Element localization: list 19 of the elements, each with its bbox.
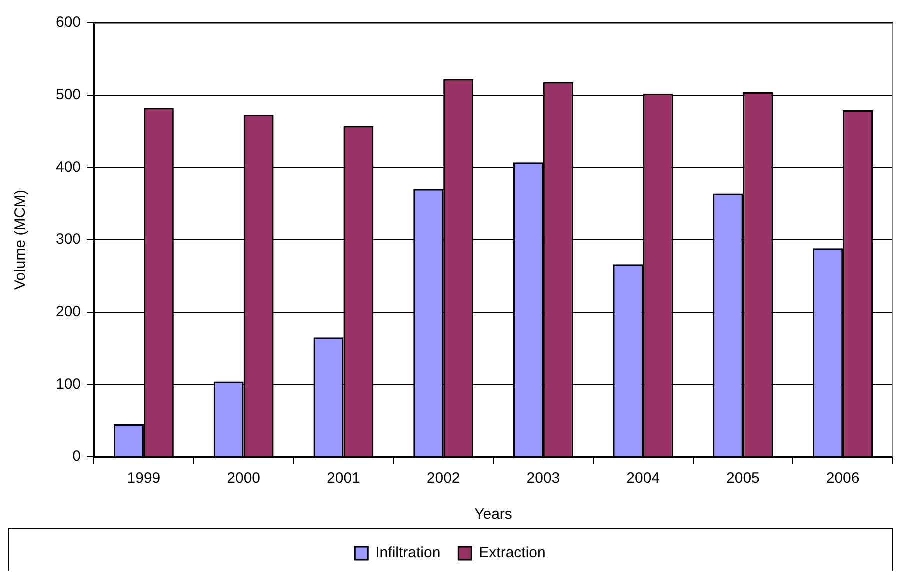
x-axis-title: Years	[474, 506, 512, 524]
x-tick-label: 2004	[626, 470, 660, 488]
x-tick-label: 2005	[726, 470, 760, 488]
y-axis-title: Volume (MCM)	[12, 190, 30, 290]
y-tick-label: 100	[56, 376, 82, 393]
y-tick-label: 400	[56, 158, 82, 176]
y-tick-label: 0	[72, 448, 82, 466]
y-tick-label: 300	[56, 231, 82, 248]
x-tick-label: 1999	[127, 470, 161, 488]
y-tick-label: 200	[56, 303, 82, 320]
x-tick-label: 2002	[426, 470, 460, 488]
y-tick-label: 500	[56, 86, 82, 104]
y-tick-label: 600	[56, 14, 82, 32]
legend-label: Infiltration	[376, 544, 441, 562]
x-tick-label: 2001	[327, 470, 360, 488]
x-tick-label: 2003	[526, 470, 560, 488]
legend-label: Extraction	[479, 544, 546, 562]
x-tick-label: 2000	[227, 470, 261, 488]
x-tick-label: 2006	[826, 470, 860, 488]
